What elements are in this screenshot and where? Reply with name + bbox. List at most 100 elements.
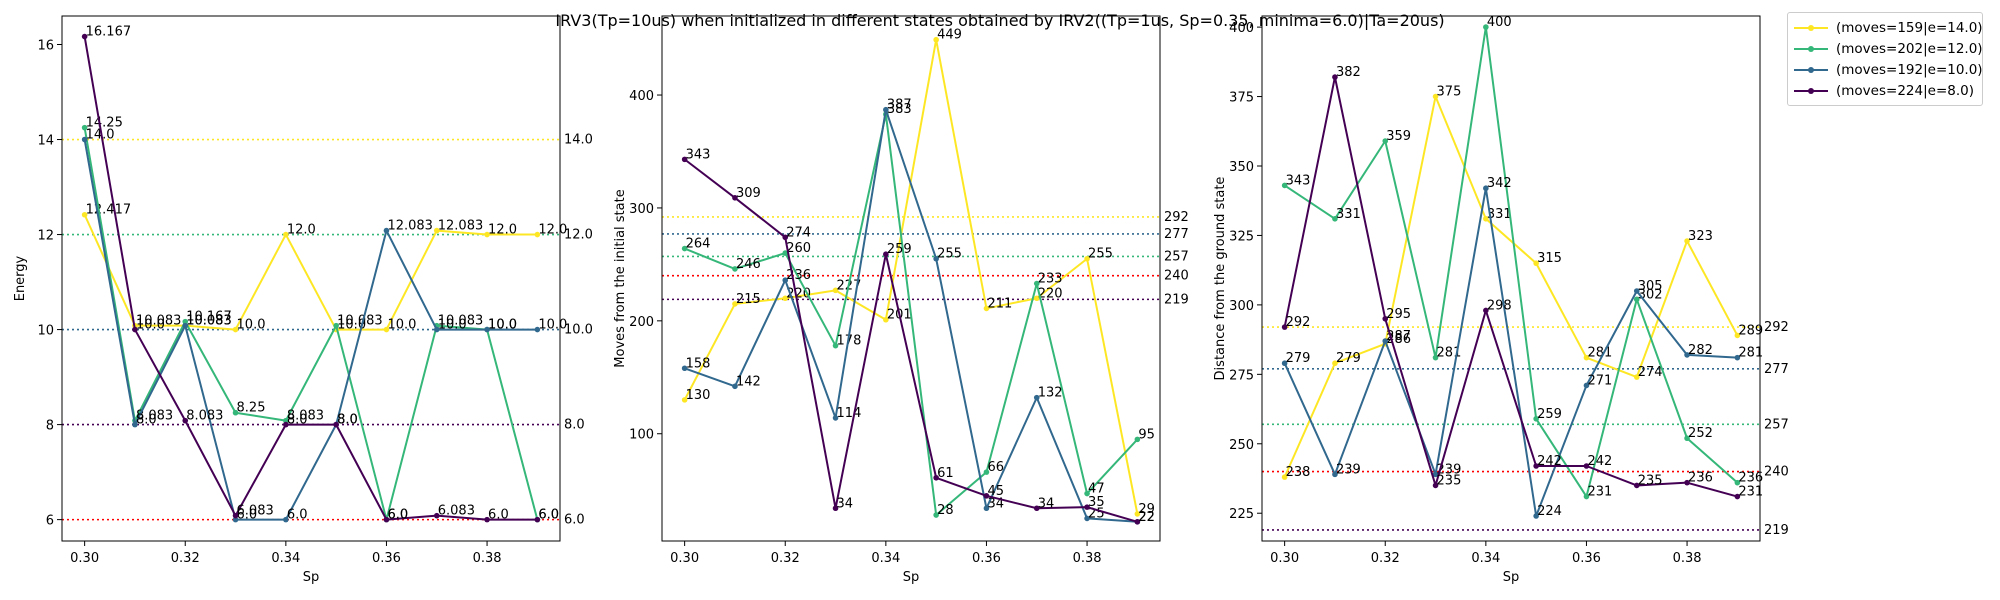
x-tick-label: 0.38 [1673, 551, 1702, 566]
reference-line-label: 6.0 [564, 513, 585, 528]
data-point [1084, 515, 1090, 522]
data-label: 6.083 [438, 504, 475, 519]
data-label: 315 [1537, 251, 1562, 266]
data-point [1633, 288, 1640, 294]
data-label: 29 [1138, 502, 1155, 517]
y-tick-label: 300 [629, 202, 654, 217]
data-point [1533, 260, 1539, 267]
y-tick-label: 400 [1229, 21, 1254, 36]
data-label: 45 [987, 484, 1004, 499]
reference-line-label: 292 [1164, 210, 1189, 225]
data-point [933, 474, 939, 481]
data-label: 6.0 [538, 508, 559, 523]
data-label: 343 [1286, 173, 1311, 188]
data-label: 10.0 [538, 318, 567, 333]
data-label: 238 [1286, 465, 1311, 480]
axes-frame [1261, 15, 1761, 542]
data-label: 95 [1138, 427, 1155, 442]
data-label: 14.25 [86, 116, 123, 131]
data-label: 61 [937, 466, 954, 481]
data-point [232, 326, 239, 333]
data-label: 255 [1088, 247, 1113, 262]
data-label: 236 [786, 268, 811, 283]
series-line [83, 36, 538, 521]
y-tick-label: 14 [37, 134, 54, 149]
reference-line-label: 10.0 [564, 323, 593, 338]
reference-line-label: 240 [1164, 269, 1189, 284]
y-tick-label: 250 [1229, 438, 1254, 453]
data-point [283, 231, 289, 238]
data-point [883, 106, 889, 113]
data-label: 8.0 [287, 413, 308, 428]
data-point [732, 194, 738, 201]
chart-title: IRV3(Tp=10us) when initialized in differ… [555, 11, 1444, 30]
data-point [1432, 482, 1439, 489]
data-label: 10.0 [438, 318, 467, 333]
data-label: 255 [937, 247, 962, 262]
data-point [1281, 360, 1288, 367]
data-point [333, 322, 339, 329]
data-point [383, 326, 390, 333]
series-line [1283, 187, 1738, 517]
reference-line-label: 12.0 [564, 228, 593, 243]
legend-swatch [1794, 85, 1828, 97]
x-tick-label: 0.30 [70, 551, 99, 566]
x-tick-label: 0.34 [1471, 551, 1500, 566]
reference-line-label: 277 [1164, 227, 1189, 242]
data-label: 242 [1587, 454, 1612, 469]
data-point [81, 211, 88, 218]
data-label: 10.083 [337, 314, 383, 329]
data-label: 6.0 [538, 508, 559, 523]
series-line [684, 113, 1139, 517]
data-point [1483, 185, 1489, 192]
data-label: 8.083 [287, 409, 324, 424]
data-label: 233 [1038, 272, 1063, 287]
y-tick-label: 6 [46, 514, 54, 529]
y-tick-label: 100 [629, 428, 654, 443]
x-axis-label: Sp [903, 570, 920, 585]
data-point [1033, 295, 1040, 302]
data-point [1432, 471, 1439, 478]
data-label: 224 [1537, 504, 1562, 519]
data-point [283, 417, 289, 424]
data-label: 387 [887, 98, 912, 113]
data-label: 239 [1437, 462, 1462, 477]
data-point [1483, 307, 1489, 314]
data-point [732, 301, 738, 307]
data-label: 281 [1738, 346, 1763, 361]
data-label: 6.0 [488, 508, 509, 523]
data-point [1084, 255, 1090, 262]
data-point [983, 493, 990, 499]
data-label: 246 [736, 257, 761, 272]
data-point [182, 322, 189, 329]
data-point [1483, 24, 1489, 30]
x-tick-label: 0.36 [1572, 551, 1601, 566]
data-point [681, 245, 688, 252]
data-point [81, 124, 88, 131]
data-point [1033, 505, 1040, 512]
data-point [832, 287, 839, 294]
data-label: 252 [1688, 426, 1713, 441]
data-point [383, 227, 390, 234]
reference-line-label: 219 [1764, 523, 1789, 538]
data-point [933, 255, 939, 262]
data-point [182, 318, 189, 325]
data-label: 382 [1336, 65, 1361, 80]
axes-frame [61, 15, 561, 542]
data-point [1432, 354, 1439, 361]
data-label: 295 [1386, 307, 1411, 322]
reference-line-label: 292 [1764, 320, 1789, 335]
data-point [933, 512, 939, 518]
data-point [1134, 436, 1141, 443]
data-point [681, 156, 688, 163]
data-point [782, 277, 789, 283]
data-label: 289 [1738, 323, 1763, 338]
x-tick-label: 0.32 [171, 551, 200, 566]
data-label: 6.0 [237, 508, 258, 523]
data-point [1382, 138, 1389, 144]
data-point [1084, 490, 1090, 497]
data-label: 10.167 [186, 310, 232, 325]
data-point [1382, 315, 1389, 322]
